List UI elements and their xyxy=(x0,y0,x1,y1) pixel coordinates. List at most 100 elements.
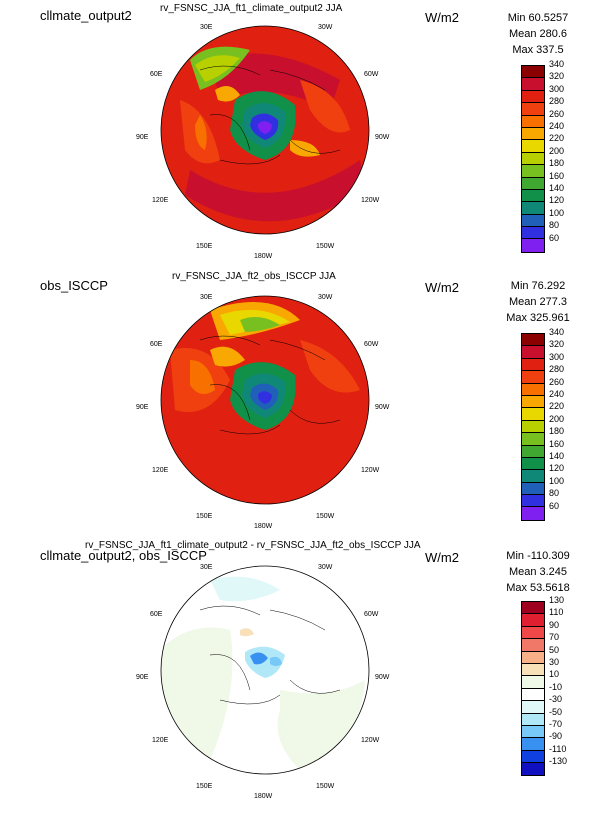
units-label: W/m2 xyxy=(425,550,459,565)
colorbar-swatch xyxy=(522,140,544,153)
lon-label: 30W xyxy=(318,24,333,31)
colorbar-tick-label: -110 xyxy=(549,743,567,754)
stat-max: Max 53.5618 xyxy=(506,582,570,594)
colorbar-swatch xyxy=(522,470,544,483)
colorbar-tick-label: 120 xyxy=(549,195,565,206)
colorbar-swatch xyxy=(522,66,544,79)
colorbar-swatch xyxy=(522,165,544,178)
colorbar-swatch xyxy=(522,334,544,347)
lon-label: 150W xyxy=(316,783,335,790)
lon-label: 120E xyxy=(152,737,169,744)
lon-label: 90E xyxy=(136,134,149,141)
lon-label: 180W xyxy=(254,253,273,260)
colorbar-tick-label: 10 xyxy=(549,669,560,680)
colorbar: 340 320 300 280 260 240 220 200 180 160 140 120 100 8… xyxy=(521,327,564,521)
colorbar-tick-label: 180 xyxy=(549,426,565,437)
lon-label: 90E xyxy=(136,404,149,411)
colorbar-swatch xyxy=(522,78,544,91)
colorbar-tick-label: 200 xyxy=(549,145,565,156)
lon-label: 30E xyxy=(200,24,213,31)
colorbar-swatches xyxy=(521,333,545,521)
colorbar-swatch xyxy=(522,701,544,714)
colorbar-swatch xyxy=(522,189,544,203)
colorbar-swatch xyxy=(522,395,544,409)
colorbar-tick-label: -10 xyxy=(549,681,563,692)
stats-box: Min 60.5257 Mean 280.6 Max 337.5 xyxy=(488,10,588,58)
colorbar-tick-label: 100 xyxy=(549,475,565,486)
colorbar-swatch xyxy=(522,115,544,128)
lon-label: 150E xyxy=(196,783,213,790)
polar-map: 30E 30W 60E 60W 90E 90W 120E 120W 150E 1… xyxy=(136,24,390,260)
colorbar-tick-label: 340 xyxy=(549,327,565,337)
lon-label: 60W xyxy=(364,341,379,348)
polar-map: 30E 30W 60E 60W 90E 90W 120E 120W 150E 1… xyxy=(136,294,390,530)
colorbar-swatch xyxy=(522,239,544,252)
colorbar-swatch xyxy=(522,639,544,652)
colorbar-swatch xyxy=(522,457,544,471)
colorbar-tick-label: -90 xyxy=(549,731,563,742)
lon-label: 90W xyxy=(375,134,390,141)
colorbar-tick-label: 300 xyxy=(549,351,565,362)
lon-label: 30E xyxy=(200,294,213,301)
colorbar-swatch xyxy=(522,127,544,141)
colorbar-tick-label: 140 xyxy=(549,183,565,193)
colorbar-tick-label: 340 xyxy=(549,59,565,69)
colorbar-tick-label: 50 xyxy=(549,644,560,655)
colorbar-tick-label: 300 xyxy=(549,83,565,94)
colorbar-tick-label: 120 xyxy=(549,463,565,474)
stat-min: Min 76.292 xyxy=(510,280,566,292)
colorbar-tick-label: 320 xyxy=(549,339,565,350)
colorbar-swatch xyxy=(522,358,544,372)
colorbar-swatch xyxy=(522,445,544,458)
colorbar-swatches xyxy=(521,601,545,777)
panel-difference: cllmate_output2, obs_ISCCP rv_FSNSC_JJA_… xyxy=(0,540,606,814)
colorbar-swatch xyxy=(522,227,544,240)
lon-label: 30E xyxy=(200,564,213,571)
stat-min: Min -110.309 xyxy=(506,550,570,562)
colorbar-swatch xyxy=(522,202,544,215)
lon-label: 150E xyxy=(196,243,213,250)
colorbar-swatch xyxy=(522,614,544,627)
panel-center-title: rv_FSNSC_JJA_ft2_obs_ISCCP JJA xyxy=(172,271,336,282)
lon-label: 60W xyxy=(364,71,379,78)
colorbar-swatch xyxy=(522,676,544,689)
colorbar-tick-label: 220 xyxy=(549,401,565,412)
colorbar-tick-label: 320 xyxy=(549,71,565,82)
colorbar-tick-label: 110 xyxy=(549,607,564,618)
colorbar-tick-label: 80 xyxy=(549,220,560,231)
panel-model: cllmate_output2 rv_FSNSC_JJA_ft1_climate… xyxy=(0,0,606,270)
colorbar-tick-label: 30 xyxy=(549,657,560,667)
lon-label: 150E xyxy=(196,513,213,520)
colorbar-swatch xyxy=(522,626,544,640)
lon-label: 60W xyxy=(364,611,379,618)
colorbar-tick-label: -130 xyxy=(549,756,568,767)
lon-label: 30W xyxy=(318,564,333,571)
colorbar: 130 110 90 70 50 30 10 -10 -30 -50 -70 -90 -110 -130 xyxy=(521,595,567,777)
panel-left-title: cllmate_output2, obs_ISCCP xyxy=(40,548,207,563)
lon-label: 30W xyxy=(318,294,333,301)
stat-mean: Mean 277.3 xyxy=(508,296,568,308)
stat-max: Max 325.961 xyxy=(506,312,570,324)
colorbar-tick-label: 240 xyxy=(549,121,565,131)
panel-center-title: rv_FSNSC_JJA_ft1_climate_output2 JJA xyxy=(160,3,343,14)
colorbar-swatch xyxy=(522,214,544,228)
colorbar-swatch xyxy=(522,346,544,359)
colorbar-tick-label: 100 xyxy=(549,207,565,218)
colorbar-tick-label: 160 xyxy=(549,170,565,181)
lon-label: 120W xyxy=(361,737,380,744)
colorbar-swatch xyxy=(522,371,544,384)
lon-label: 60E xyxy=(150,341,163,348)
panel-left-title: cllmate_output2 xyxy=(40,8,132,23)
colorbar-swatch xyxy=(522,507,544,520)
colorbar-swatch xyxy=(522,177,544,190)
colorbar-tick-label: 130 xyxy=(549,595,565,605)
colorbar-tick-label: 280 xyxy=(549,96,565,107)
colorbar-swatch xyxy=(522,420,544,434)
lon-label: 90W xyxy=(375,404,390,411)
lon-label: 90E xyxy=(136,674,149,681)
colorbar-swatch xyxy=(522,602,544,615)
lon-label: 60E xyxy=(150,71,163,78)
colorbar-swatch xyxy=(522,408,544,421)
stats-box: Min 76.292 Mean 277.3 Max 325.961 xyxy=(488,278,588,326)
stat-min: Min 60.5257 xyxy=(507,12,569,24)
